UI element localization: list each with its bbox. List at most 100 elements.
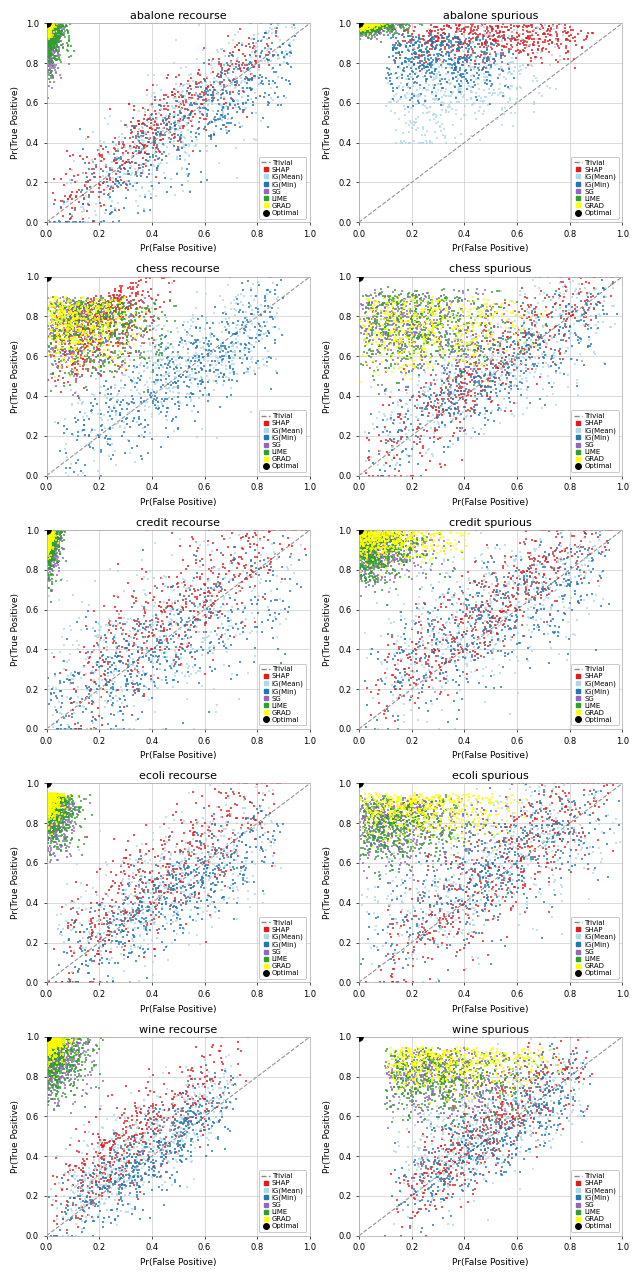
Point [539,1097,549,1117]
Point [176,93,186,114]
Point [355,529,365,550]
Point [447,1066,457,1086]
Point [540,551,550,571]
Point [390,133,401,153]
Point [362,542,372,562]
Point [168,346,179,367]
Point [450,1068,460,1089]
Point [60,819,70,840]
Point [88,183,98,203]
Point [42,17,52,37]
Point [558,589,568,610]
Point [463,1148,474,1168]
Point [399,20,410,41]
Point [366,836,376,856]
Point [42,524,52,544]
Point [44,1052,54,1072]
Point [47,800,57,820]
Point [524,335,534,355]
Point [260,38,270,59]
Point [605,520,615,541]
Point [251,332,261,353]
Point [45,523,56,543]
Point [42,17,52,37]
Point [73,1174,83,1195]
Point [400,312,410,332]
Point [360,15,370,36]
Point [108,679,118,699]
Point [408,286,419,307]
Point [408,837,419,858]
Point [119,320,129,340]
Point [468,56,479,77]
Point [111,718,122,739]
Point [44,28,54,49]
Point [524,320,534,340]
Point [402,810,412,831]
Point [60,790,70,810]
Point [355,17,365,37]
Point [369,14,380,35]
Point [373,14,383,35]
Point [45,18,55,38]
Point [484,804,494,824]
Point [106,1128,116,1149]
Point [381,442,392,463]
Point [242,841,252,861]
Point [161,670,172,690]
Point [357,546,367,566]
Point [396,875,406,896]
Point [239,318,249,339]
Point [75,302,85,322]
Point [136,869,147,889]
Point [403,326,413,346]
Point [209,533,219,553]
Point [437,826,447,846]
Point [357,14,367,35]
Point [159,162,169,183]
Point [449,35,459,55]
Point [359,15,369,36]
Point [463,360,473,381]
Point [468,1089,479,1109]
Point [604,773,614,794]
Point [217,820,227,841]
Point [504,1120,515,1140]
Point [487,661,497,681]
Point [68,424,78,445]
Point [102,855,113,875]
Point [157,266,167,286]
Point [45,551,56,571]
Point [472,864,483,884]
Point [216,1077,227,1098]
Point [49,792,60,813]
Point [511,567,522,588]
Point [578,1053,588,1074]
Point [531,317,541,337]
Point [499,1130,509,1150]
Point [408,547,418,567]
Point [513,915,524,935]
Point [116,905,126,925]
Point [514,1094,524,1114]
Point [193,824,203,845]
Point [44,15,54,36]
Point [42,530,52,551]
Point [54,523,65,543]
Point [582,1097,593,1117]
Point [474,339,484,359]
Point [493,583,504,603]
Point [508,43,518,64]
Point [388,527,398,547]
Point [104,284,115,304]
Point [193,1075,204,1095]
Point [488,19,498,40]
Point [216,84,227,105]
Point [56,300,66,321]
Point [573,590,584,611]
Point [95,360,106,381]
Point [425,923,435,943]
Point [108,181,118,202]
Point [57,1051,67,1071]
Point [43,13,53,33]
